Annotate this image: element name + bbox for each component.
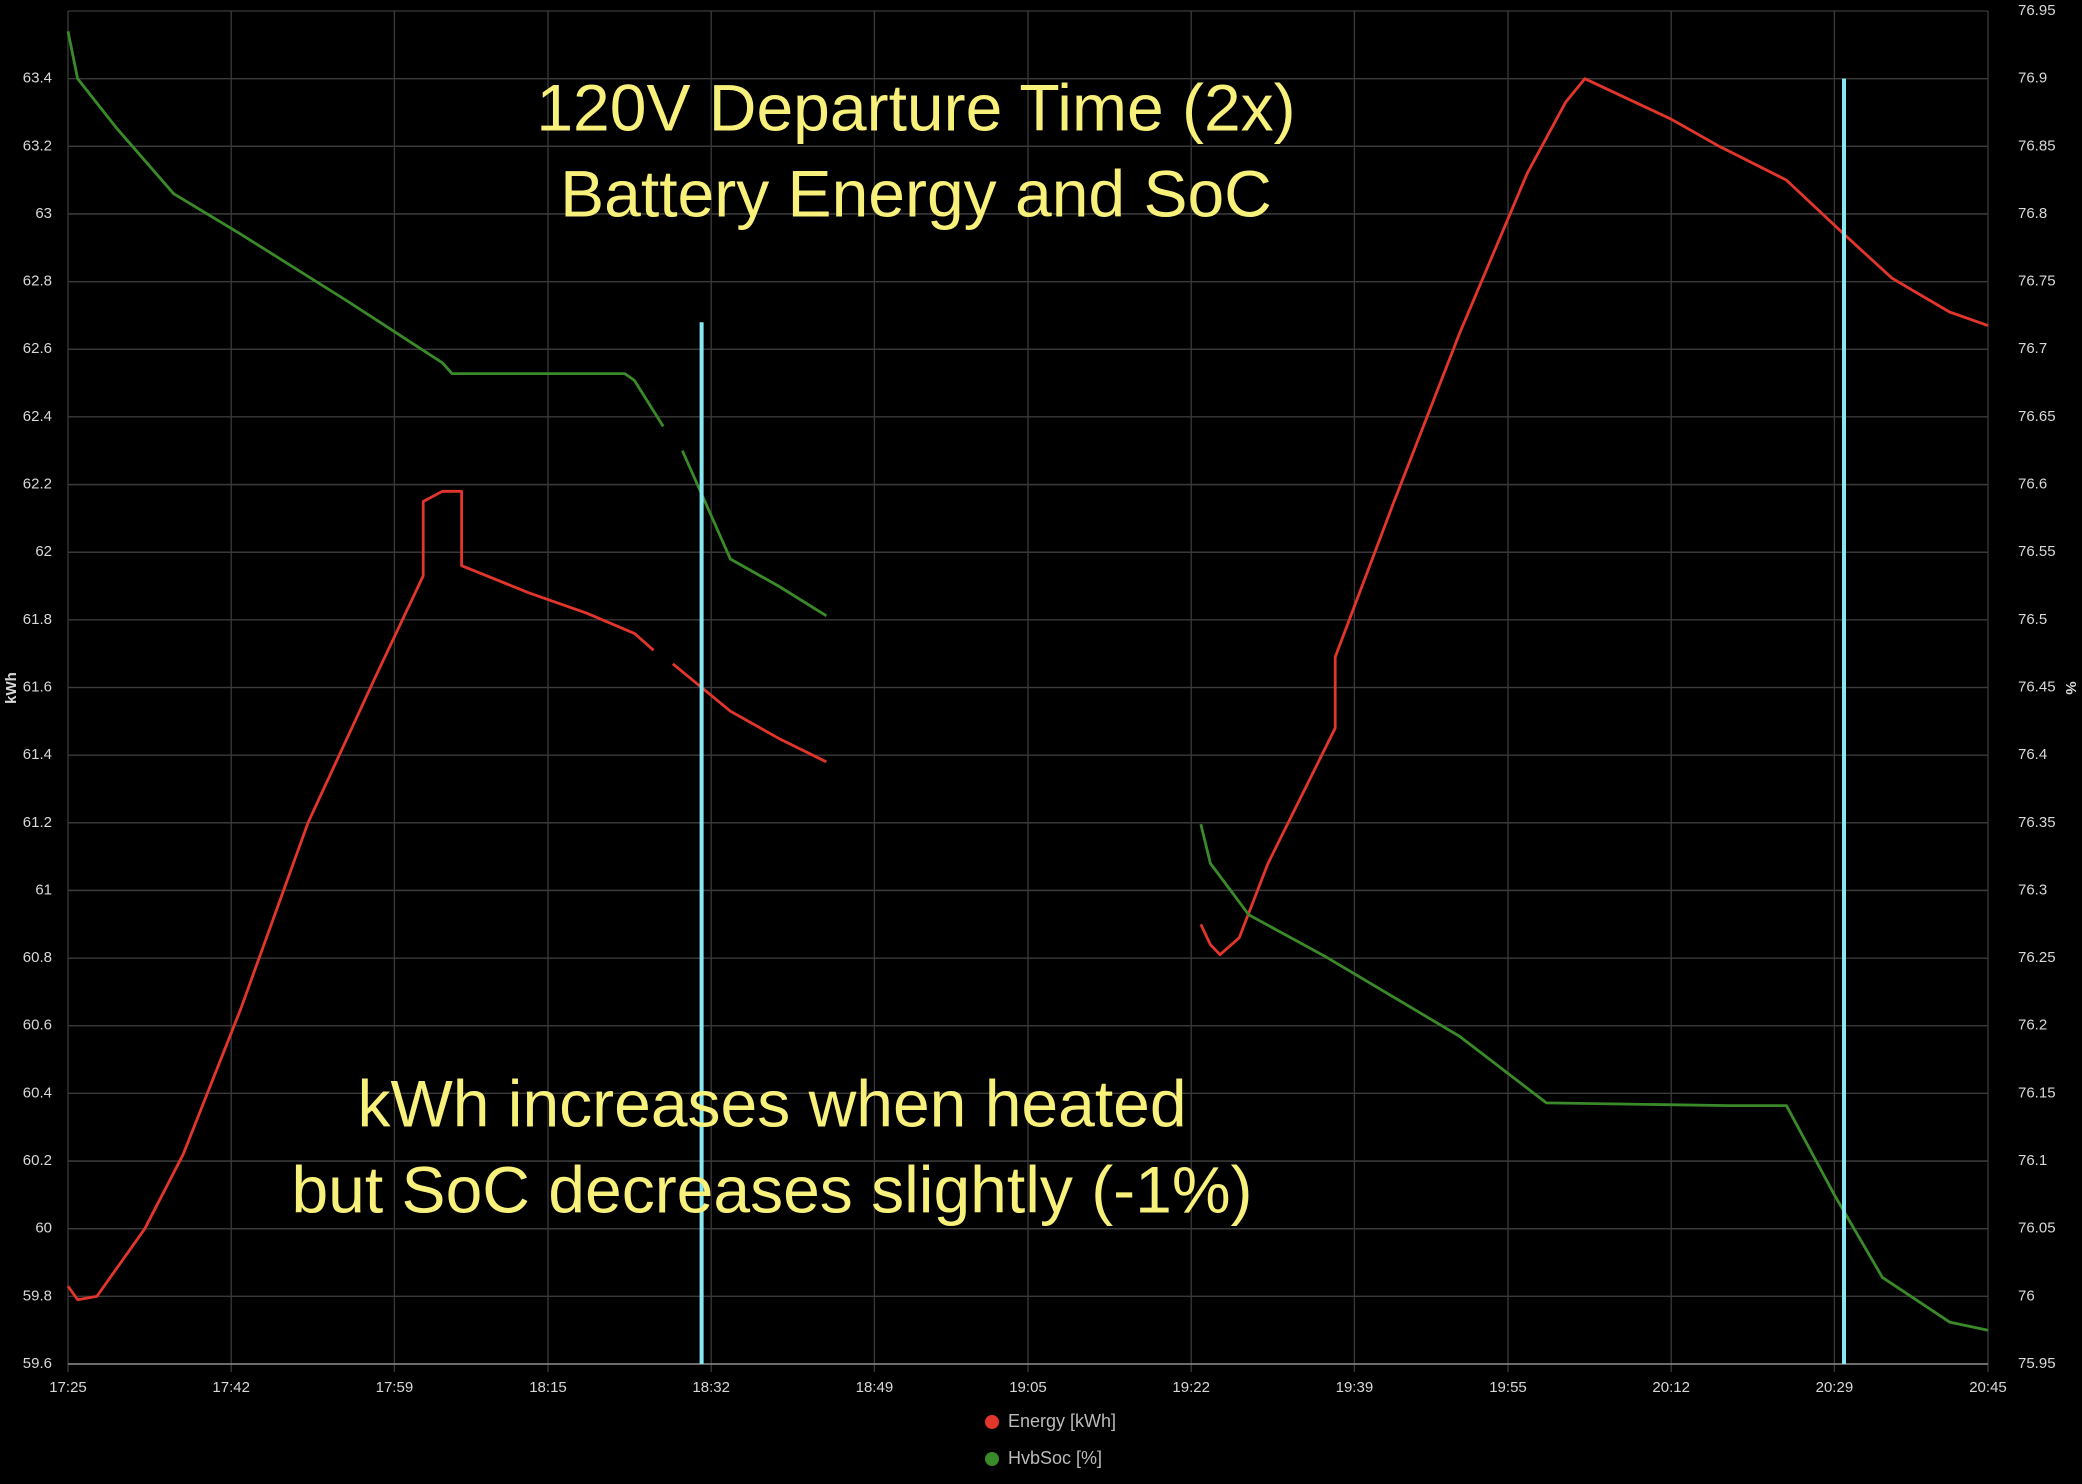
y2-tick-label: 75.95 bbox=[2018, 1355, 2056, 1372]
y-tick-label: 62.2 bbox=[23, 476, 52, 493]
y-tick-label: 60.2 bbox=[23, 1152, 52, 1169]
chart-subtitle: Battery Energy and SoC bbox=[560, 156, 1272, 230]
y-tick-label: 59.8 bbox=[23, 1287, 52, 1304]
y2-tick-label: 76.75 bbox=[2018, 273, 2056, 290]
y2-axis-label: % bbox=[2062, 681, 2079, 694]
y2-tick-label: 76.6 bbox=[2018, 476, 2047, 493]
x-tick-label: 19:22 bbox=[1172, 1379, 1210, 1396]
y2-tick-label: 76.1 bbox=[2018, 1152, 2047, 1169]
y2-tick-label: 76.4 bbox=[2018, 746, 2047, 763]
x-tick-label: 19:55 bbox=[1489, 1379, 1527, 1396]
y2-tick-label: 76.15 bbox=[2018, 1084, 2056, 1101]
y2-tick-label: 76.05 bbox=[2018, 1220, 2056, 1237]
series-line bbox=[66, 31, 1989, 1332]
y2-tick-label: 76.65 bbox=[2018, 408, 2056, 425]
y-tick-label: 63.4 bbox=[23, 70, 52, 87]
legend-label: Energy [kWh] bbox=[1008, 1411, 1116, 1431]
y-tick-label: 60.8 bbox=[23, 949, 52, 966]
x-tick-label: 20:29 bbox=[1816, 1379, 1854, 1396]
x-tick-label: 17:42 bbox=[212, 1379, 250, 1396]
x-tick-label: 17:25 bbox=[49, 1379, 87, 1396]
y2-tick-label: 76.3 bbox=[2018, 881, 2047, 898]
y-tick-label: 61.4 bbox=[23, 746, 52, 763]
y2-tick-label: 76.25 bbox=[2018, 949, 2056, 966]
grid bbox=[67, 10, 1989, 1372]
y-tick-label: 61.6 bbox=[23, 678, 52, 695]
y2-tick-label: 76.85 bbox=[2018, 137, 2056, 154]
legend-label: HvbSoc [%] bbox=[1008, 1448, 1102, 1468]
plot-area bbox=[66, 31, 1989, 1364]
x-tick-label: 20:45 bbox=[1969, 1379, 2007, 1396]
y-tick-label: 63.2 bbox=[23, 137, 52, 154]
legend-marker bbox=[985, 1415, 999, 1429]
y-tick-label: 60 bbox=[35, 1220, 52, 1237]
y2-tick-label: 76 bbox=[2018, 1287, 2035, 1304]
x-tick-label: 18:49 bbox=[856, 1379, 894, 1396]
annotations: 120V Departure Time (2x) Battery Energy … bbox=[3, 2, 2079, 1468]
annotation: kWh increases when heated bbox=[357, 1066, 1186, 1140]
y2-tick-label: 76.8 bbox=[2018, 205, 2047, 222]
y-tick-label: 61.8 bbox=[23, 611, 52, 628]
y-tick-label: 62.6 bbox=[23, 340, 52, 357]
y-tick-label: 60.6 bbox=[23, 1017, 52, 1034]
annotation: but SoC decreases slightly (-1%) bbox=[291, 1152, 1252, 1226]
y2-tick-label: 76.2 bbox=[2018, 1017, 2047, 1034]
y2-tick-label: 76.45 bbox=[2018, 678, 2056, 695]
y-tick-label: 63 bbox=[35, 205, 52, 222]
y2-tick-label: 76.9 bbox=[2018, 70, 2047, 87]
y2-tick-label: 76.35 bbox=[2018, 814, 2056, 831]
y-tick-label: 62 bbox=[35, 543, 52, 560]
chart-title: 120V Departure Time (2x) bbox=[536, 70, 1295, 144]
y-tick-label: 60.4 bbox=[23, 1084, 52, 1101]
y-tick-label: 62.8 bbox=[23, 273, 52, 290]
y2-tick-label: 76.55 bbox=[2018, 543, 2056, 560]
y-tick-label: 59.6 bbox=[23, 1355, 52, 1372]
y2-tick-label: 76.5 bbox=[2018, 611, 2047, 628]
x-tick-label: 20:12 bbox=[1652, 1379, 1690, 1396]
y2-tick-label: 76.95 bbox=[2018, 2, 2056, 19]
y2-tick-label: 76.7 bbox=[2018, 340, 2047, 357]
x-tick-label: 17:59 bbox=[376, 1379, 414, 1396]
x-tick-label: 18:15 bbox=[529, 1379, 567, 1396]
legend-marker bbox=[985, 1452, 999, 1466]
x-tick-label: 19:39 bbox=[1336, 1379, 1374, 1396]
y-tick-label: 62.4 bbox=[23, 408, 52, 425]
x-tick-label: 19:05 bbox=[1009, 1379, 1047, 1396]
y-tick-label: 61.2 bbox=[23, 814, 52, 831]
y-tick-label: 61 bbox=[35, 881, 52, 898]
y-axis-label: kWh bbox=[3, 672, 20, 704]
x-tick-label: 18:32 bbox=[692, 1379, 730, 1396]
